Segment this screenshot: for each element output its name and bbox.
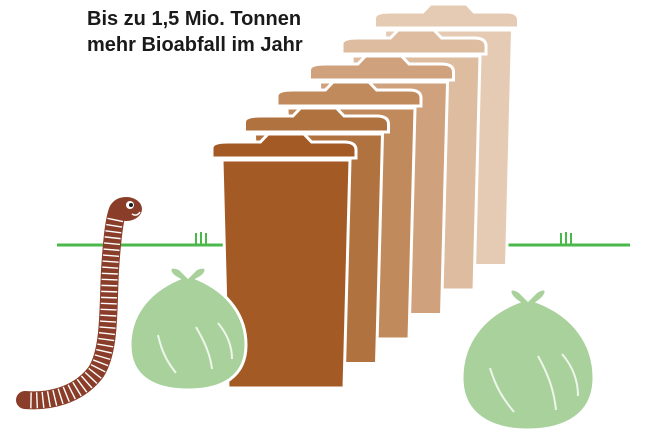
worm-icon bbox=[16, 197, 142, 410]
bin-icon bbox=[210, 132, 358, 390]
bag-icon bbox=[128, 265, 248, 392]
headline: Bis zu 1,5 Mio. Tonnen mehr Bioabfall im… bbox=[87, 6, 303, 58]
grass-tuft-icon bbox=[560, 232, 572, 244]
headline-line-1: Bis zu 1,5 Mio. Tonnen bbox=[87, 8, 302, 30]
headline-line-2: mehr Bioabfall im Jahr bbox=[87, 34, 303, 56]
grass-tuft-icon bbox=[195, 232, 207, 244]
bag-icon bbox=[460, 287, 596, 432]
